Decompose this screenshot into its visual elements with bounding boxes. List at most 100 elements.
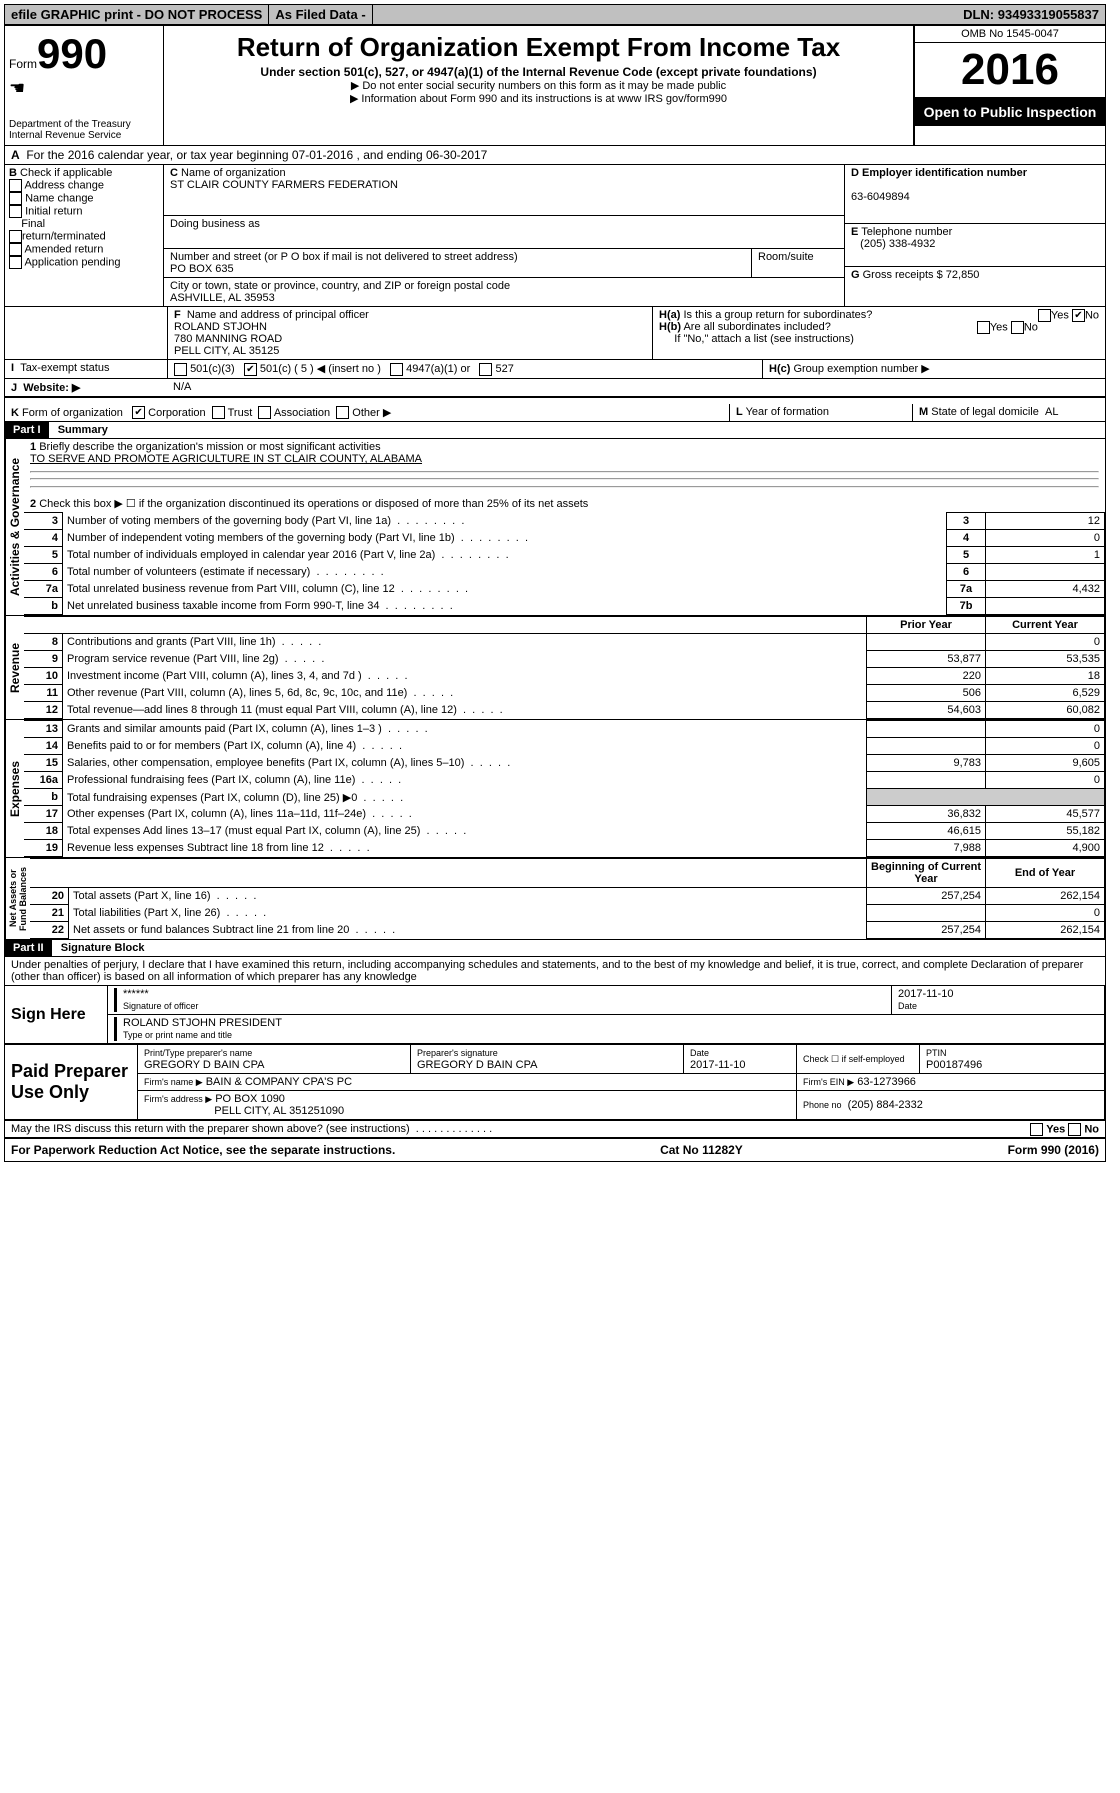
website-value: N/A — [173, 381, 191, 393]
form-title: Return of Organization Exempt From Incom… — [172, 32, 905, 63]
hc-label: Group exemption number ▶ — [793, 363, 929, 375]
sign-here: Sign Here — [5, 986, 108, 1044]
officer-printed: ROLAND STJOHN PRESIDENT — [123, 1017, 282, 1029]
table-row: 8 Contributions and grants (Part VIII, l… — [24, 634, 1105, 651]
taxexempt-label: Tax-exempt status — [20, 362, 109, 374]
c-name-label: Name of organization — [181, 167, 286, 179]
table-row: 16a Professional fundraising fees (Part … — [24, 772, 1105, 789]
open-to-public: Open to Public Inspection — [915, 98, 1105, 126]
header-topbar: efile GRAPHIC print - DO NOT PROCESS As … — [5, 5, 1105, 24]
table-row: b Total fundraising expenses (Part IX, c… — [24, 789, 1105, 806]
table-row: 5 Total number of individuals employed i… — [24, 547, 1105, 564]
dept-irs: Internal Revenue Service — [9, 130, 121, 141]
discuss-question: May the IRS discuss this return with the… — [11, 1123, 410, 1135]
perjury-declaration: Under penalties of perjury, I declare th… — [5, 956, 1105, 985]
table-row: 9 Program service revenue (Part VIII, li… — [24, 651, 1105, 668]
sig-date: 2017-11-10 — [898, 988, 953, 1000]
table-row: 14 Benefits paid to or for members (Part… — [24, 738, 1105, 755]
table-row: 18 Total expenses Add lines 13–17 (must … — [24, 823, 1105, 840]
h-note: If "No," attach a list (see instructions… — [674, 333, 854, 345]
ein-label: Employer identification number — [862, 167, 1027, 179]
ptin: P00187496 — [926, 1059, 982, 1071]
gross-label: Gross receipts $ — [863, 269, 943, 281]
phone-label: Telephone number — [861, 226, 952, 238]
part2-sub: Signature Block — [61, 942, 145, 954]
city-label: City or town, state or province, country… — [170, 280, 510, 292]
table-row: b Net unrelated business taxable income … — [24, 598, 1105, 615]
sig-officer-label: Signature of officer — [123, 1001, 198, 1011]
website-label: Website: ▶ — [23, 382, 80, 394]
org-street: PO BOX 635 — [170, 263, 234, 275]
mission-label: Briefly describe the organization's miss… — [39, 441, 380, 453]
paid-preparer: Paid Preparer Use Only — [5, 1045, 138, 1120]
dba-label: Doing business as — [170, 218, 260, 230]
table-row: 19 Revenue less expenses Subtract line 1… — [24, 840, 1105, 857]
footer-mid: Cat No 11282Y — [660, 1143, 743, 1157]
col-current: Current Year — [986, 617, 1105, 634]
tax-year: 2016 — [915, 43, 1105, 98]
formorg-label: Form of organization — [22, 407, 123, 419]
note-info: Information about Form 990 and its instr… — [361, 93, 727, 105]
table-row: 6 Total number of volunteers (estimate i… — [24, 564, 1105, 581]
vlabel-governance: Activities & Governance — [5, 439, 24, 615]
self-employed: Check ☐ if self-employed — [797, 1045, 920, 1074]
year-formation-label: Year of formation — [746, 406, 829, 418]
q2-text: Check this box ▶ ☐ if the organization d… — [39, 498, 588, 510]
line-a: A For the 2016 calendar year, or tax yea… — [5, 145, 1105, 164]
room-label: Room/suite — [758, 251, 814, 263]
phone-value: (205) 338-4932 — [860, 238, 935, 250]
firm-phone: (205) 884-2332 — [848, 1099, 923, 1111]
table-row: 20 Total assets (Part X, line 16) . . . … — [30, 888, 1105, 905]
vlabel-netassets: Net Assets orFund Balances — [5, 858, 30, 939]
firm-addr: PO BOX 1090 — [215, 1093, 285, 1105]
table-row: 11 Other revenue (Part VIII, column (A),… — [24, 685, 1105, 702]
preparer-date: 2017-11-10 — [690, 1059, 745, 1071]
table-row: 15 Salaries, other compensation, employe… — [24, 755, 1105, 772]
firm-name: BAIN & COMPANY CPA'S PC — [206, 1076, 352, 1088]
table-row: 12 Total revenue—add lines 8 through 11 … — [24, 702, 1105, 719]
part1-title: Part I — [5, 422, 49, 438]
street-label: Number and street (or P O box if mail is… — [170, 251, 518, 263]
form-subtitle: Under section 501(c), 527, or 4947(a)(1)… — [172, 65, 905, 79]
officer-name: ROLAND STJOHN — [174, 321, 267, 333]
officer-label: Name and address of principal officer — [187, 309, 369, 321]
form-label: Form — [9, 57, 37, 71]
col-beginning: Beginning of Current Year — [867, 859, 986, 888]
vlabel-expenses: Expenses — [5, 720, 24, 857]
section-b: B Check if applicable Address change Nam… — [5, 165, 164, 306]
state-domicile-label: State of legal domicile — [931, 406, 1039, 418]
org-name: ST CLAIR COUNTY FARMERS FEDERATION — [170, 179, 398, 191]
ha-label: Is this a group return for subordinates? — [683, 309, 872, 321]
vlabel-revenue: Revenue — [5, 616, 24, 719]
ein-value: 63-6049894 — [851, 191, 910, 203]
omb-number: OMB No 1545-0047 — [915, 26, 1105, 43]
dept-treasury: Department of the Treasury — [9, 119, 131, 130]
org-city: ASHVILLE, AL 35953 — [170, 292, 275, 304]
table-row: 10 Investment income (Part VIII, column … — [24, 668, 1105, 685]
hb-label: Are all subordinates included? — [683, 321, 830, 333]
preparer-name: GREGORY D BAIN CPA — [144, 1059, 264, 1071]
table-row: 17 Other expenses (Part IX, column (A), … — [24, 806, 1105, 823]
preparer-sig: GREGORY D BAIN CPA — [417, 1059, 537, 1071]
col-prior: Prior Year — [867, 617, 986, 634]
mission-text: TO SERVE AND PROMOTE AGRICULTURE IN ST C… — [30, 453, 422, 465]
footer-right: Form 990 (2016) — [1008, 1143, 1099, 1157]
dln: DLN: 93493319055837 — [957, 5, 1105, 24]
table-row: 22 Net assets or fund balances Subtract … — [30, 922, 1105, 939]
col-end: End of Year — [986, 859, 1105, 888]
firm-ein: 63-1273966 — [857, 1076, 916, 1088]
footer-left: For Paperwork Reduction Act Notice, see … — [11, 1143, 395, 1157]
part1-sub: Summary — [58, 424, 108, 436]
note-ssn: Do not enter social security numbers on … — [362, 80, 726, 92]
asfiled-text: As Filed Data - — [269, 5, 372, 24]
form-number: 990 — [37, 30, 107, 77]
gross-value: 72,850 — [946, 269, 980, 281]
table-row: 7a Total unrelated business revenue from… — [24, 581, 1105, 598]
officer-addr1: 780 MANNING ROAD — [174, 333, 282, 345]
table-row: 3 Number of voting members of the govern… — [24, 513, 1105, 530]
table-row: 21 Total liabilities (Part X, line 26) .… — [30, 905, 1105, 922]
efile-text: efile GRAPHIC print - DO NOT PROCESS — [5, 5, 269, 24]
part2-title: Part II — [5, 940, 52, 956]
officer-addr2: PELL CITY, AL 35125 — [174, 345, 279, 357]
table-row: 4 Number of independent voting members o… — [24, 530, 1105, 547]
